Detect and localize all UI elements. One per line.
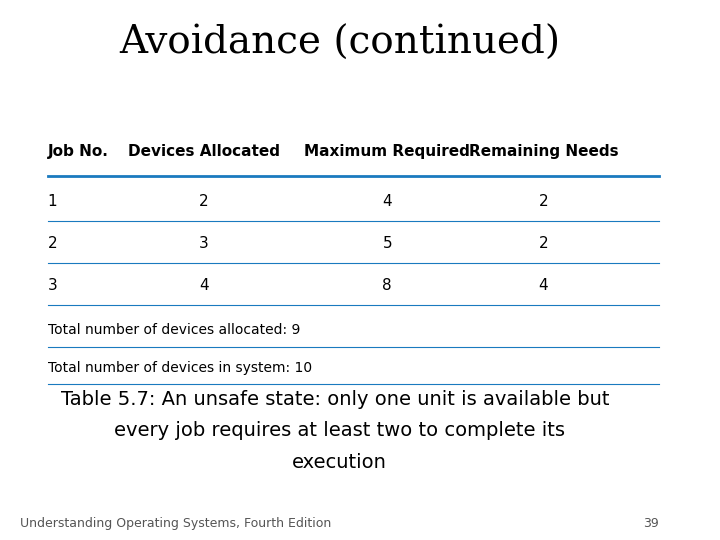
- Text: Avoidance (continued): Avoidance (continued): [119, 25, 560, 62]
- Text: execution: execution: [292, 453, 387, 472]
- Text: Total number of devices in system: 10: Total number of devices in system: 10: [48, 361, 312, 375]
- Text: 8: 8: [382, 278, 392, 293]
- Text: Understanding Operating Systems, Fourth Edition: Understanding Operating Systems, Fourth …: [20, 517, 332, 530]
- Text: Maximum Required: Maximum Required: [305, 144, 470, 159]
- Text: 39: 39: [643, 517, 659, 530]
- Text: 4: 4: [199, 278, 209, 293]
- Text: 2: 2: [539, 194, 548, 209]
- Text: 5: 5: [382, 236, 392, 251]
- Text: 4: 4: [539, 278, 548, 293]
- Text: 4: 4: [382, 194, 392, 209]
- Text: 1: 1: [48, 194, 57, 209]
- Text: Job No.: Job No.: [48, 144, 109, 159]
- Text: 2: 2: [199, 194, 209, 209]
- Text: Devices Allocated: Devices Allocated: [127, 144, 280, 159]
- Text: 3: 3: [48, 278, 58, 293]
- Text: every job requires at least two to complete its: every job requires at least two to compl…: [114, 421, 565, 441]
- Text: Total number of devices allocated: 9: Total number of devices allocated: 9: [48, 323, 300, 338]
- Text: Table 5.7: An unsafe state: only one unit is available but: Table 5.7: An unsafe state: only one uni…: [61, 390, 610, 409]
- Text: Remaining Needs: Remaining Needs: [469, 144, 618, 159]
- Text: 3: 3: [199, 236, 209, 251]
- Text: 2: 2: [48, 236, 57, 251]
- Text: 2: 2: [539, 236, 548, 251]
